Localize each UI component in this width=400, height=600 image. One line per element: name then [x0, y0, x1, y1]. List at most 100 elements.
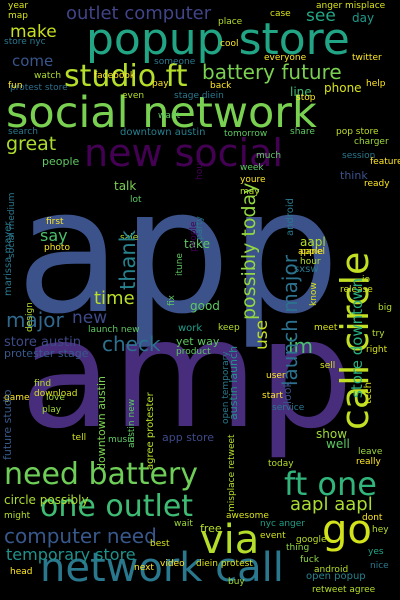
word-back: back — [210, 81, 232, 91]
word-battery-future: battery future — [202, 60, 342, 84]
word-week: week — [240, 163, 264, 173]
word-nyc-anger: nyc anger — [260, 519, 306, 529]
word-austin-new: austin new — [127, 398, 137, 448]
word-come: come — [12, 52, 54, 70]
word-look: look — [281, 381, 294, 404]
word-see: see — [306, 6, 336, 26]
word-stage-diein: stage diein — [174, 91, 224, 101]
word-austin: downtown austin — [95, 376, 108, 470]
word-future-studio: future studio — [1, 389, 14, 460]
word-apple: apple — [298, 247, 323, 257]
word-retweet-agree: retweet agree — [312, 585, 376, 595]
word-studio-ft: studio ft — [64, 59, 188, 94]
word-people-v: people — [189, 221, 199, 252]
word-downtown-austin: downtown austin — [120, 127, 206, 138]
word-android: android — [314, 565, 349, 575]
word-good: good — [190, 299, 220, 313]
word-help: help — [366, 79, 386, 89]
word-tech: tech — [363, 382, 374, 404]
word-panel: panel — [300, 247, 325, 257]
word-sale: sale — [120, 233, 139, 243]
word-outlet-computer: outlet computer — [66, 3, 212, 24]
word-music: music — [108, 435, 135, 445]
word-phone: phone — [324, 81, 362, 95]
word-play: play — [42, 405, 62, 415]
word-aapl: aapl — [300, 235, 326, 249]
word-video: video — [160, 559, 185, 569]
word-meet: meet — [314, 323, 338, 333]
word-computer-need: computer need — [4, 524, 157, 548]
word-know: know — [309, 282, 319, 306]
word-share: share — [290, 127, 315, 137]
word-leave: leave — [358, 447, 383, 457]
word-itune: itune — [175, 253, 185, 276]
word-pop-store: pop store — [336, 127, 379, 137]
word-protest-store: protest store — [10, 83, 68, 93]
word-major: major — [6, 308, 64, 332]
word-im: im — [288, 334, 314, 358]
word-nice: nice — [370, 561, 389, 571]
word-talk: talk — [114, 179, 137, 193]
word-keep: keep — [218, 323, 240, 333]
word-line: line — [290, 85, 312, 99]
word-show: show — [316, 427, 348, 441]
word-watch: watch — [34, 71, 62, 81]
word-day: day — [352, 11, 375, 25]
word-anger-misplace: anger misplace — [316, 1, 386, 11]
word-misplace-retweet: misplace retweet — [227, 434, 237, 512]
word-circle-possibly: circle possibly — [4, 493, 89, 507]
word-store-nyc: store nyc — [4, 37, 46, 47]
word-app-store: app store — [162, 431, 215, 444]
word-io: io — [362, 275, 371, 285]
word-might: might — [4, 511, 31, 521]
word-lot: lot — [130, 195, 142, 205]
word-user: user — [266, 371, 286, 381]
word-sxsw: sxsw — [294, 264, 319, 275]
word-make: make — [10, 22, 57, 42]
word-try: try — [372, 329, 385, 339]
word-take: take — [184, 237, 210, 251]
word-awesome: awesome — [226, 511, 269, 521]
word-youre: youre — [240, 175, 266, 185]
word-really: really — [356, 457, 381, 467]
word-ft-one: ft one — [284, 465, 377, 503]
word-new: new — [72, 308, 108, 328]
word-someone: someone — [154, 57, 196, 67]
word-map: map — [8, 11, 28, 21]
word-agree-protester: agree protester — [145, 392, 156, 470]
word-may: may — [240, 187, 260, 197]
word-launch-new: launch new — [88, 325, 140, 335]
word-fuck: fuck — [300, 555, 320, 565]
word-check: check — [102, 332, 161, 356]
word-tell: tell — [72, 433, 87, 443]
word-well: well — [326, 437, 350, 451]
word-buy: buy — [228, 577, 245, 587]
word-open-temporary: open temporary — [221, 351, 231, 424]
word-photo: photo — [44, 243, 70, 253]
word-year: year — [8, 1, 29, 11]
word-right: right — [366, 345, 388, 355]
word-stop: stop — [296, 93, 316, 103]
word-great: great — [6, 133, 57, 155]
word-download: download — [34, 389, 78, 399]
word-charger: charger — [354, 137, 389, 147]
word-via: via — [200, 517, 260, 563]
word-aapl-aapl: aapl aapl — [290, 494, 373, 515]
word-tomorrow: tomorrow — [224, 129, 268, 139]
word-protester-stage: protester stage — [4, 347, 89, 360]
word-fix: fix — [167, 295, 177, 306]
word-work: work — [178, 323, 203, 334]
word-event: event — [260, 531, 286, 541]
word-game: game — [4, 393, 30, 403]
word-case: case — [270, 9, 291, 19]
word-thing: thing — [286, 543, 310, 553]
word-app: app — [16, 151, 340, 352]
word-temporary-store: temporary store — [6, 545, 136, 564]
word-service: service — [272, 403, 305, 413]
word-say: say — [40, 226, 68, 245]
word-much: much — [256, 151, 282, 161]
word-use: use — [252, 319, 272, 350]
word-product: product — [176, 347, 211, 357]
word-time: time — [94, 288, 135, 309]
